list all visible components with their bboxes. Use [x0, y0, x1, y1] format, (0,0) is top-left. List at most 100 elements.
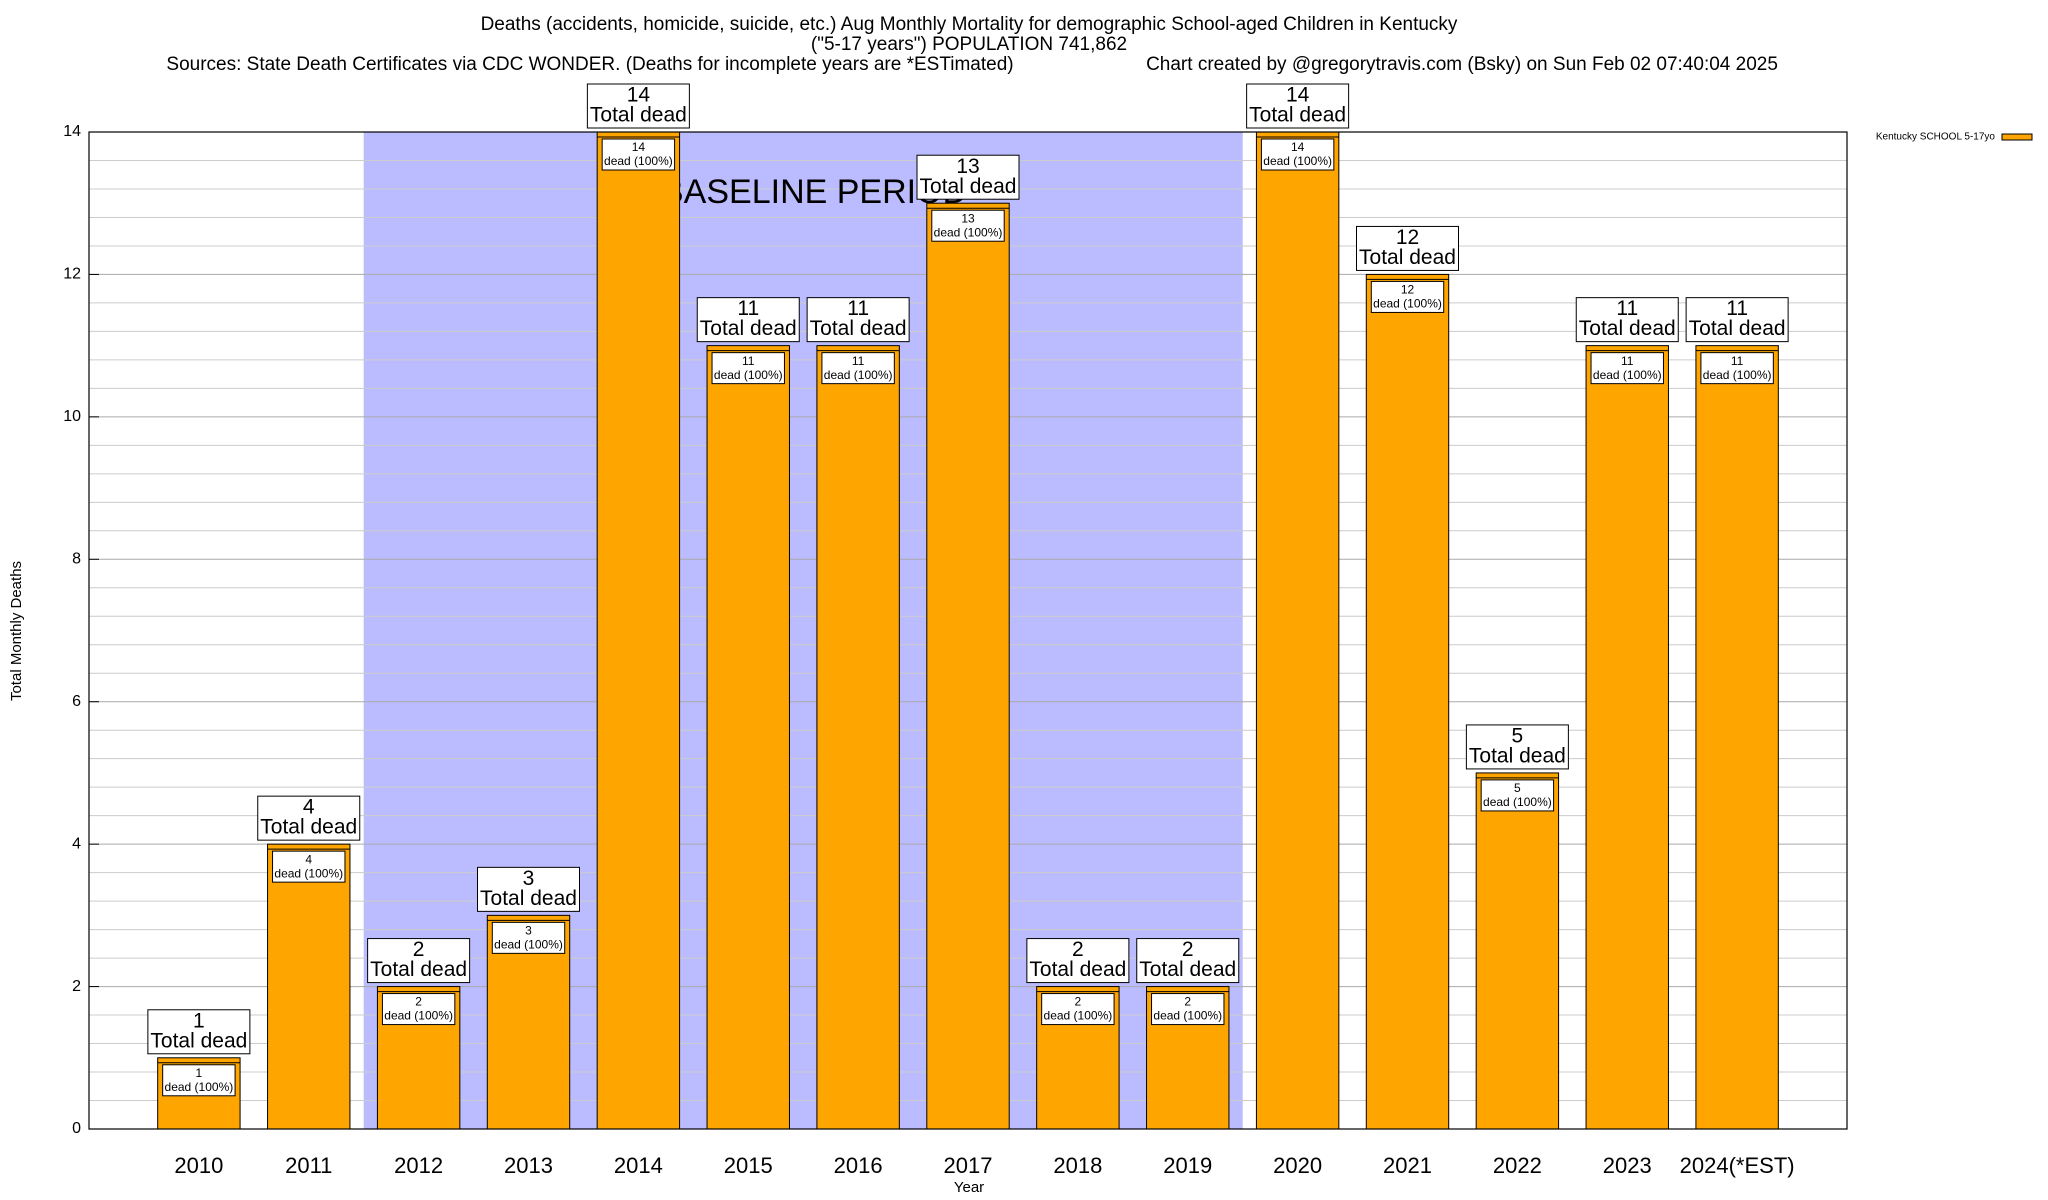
total-label: Total dead: [1139, 958, 1236, 981]
total-label-box: [696, 297, 800, 343]
segment-label: dead (100%): [384, 1009, 453, 1023]
total-label-box: [1136, 938, 1240, 984]
x-tick-label: 2022: [1493, 1153, 1542, 1178]
segment-label-box: [931, 209, 1005, 242]
segment-value-label: 2: [415, 995, 422, 1009]
chart-subtitle: ("5-17 years") POPULATION 741,862: [811, 34, 1127, 55]
total-label-box: [806, 297, 910, 343]
total-label: Total dead: [260, 816, 357, 839]
total-value-label: 11: [1616, 297, 1638, 320]
x-tick-label: 2014: [614, 1153, 663, 1178]
y-tick-label: 2: [72, 978, 81, 995]
x-tick-label: 2024(*EST): [1680, 1153, 1795, 1178]
segment-value-label: 5: [1514, 781, 1521, 795]
total-label: Total dead: [810, 317, 907, 340]
segment-label-box: [1700, 352, 1774, 385]
total-label-box: [1246, 83, 1350, 129]
segment-value-label: 2: [1075, 995, 1082, 1009]
bar: [267, 843, 351, 1130]
segment-value-label: 14: [1291, 140, 1305, 154]
total-value-label: 5: [1512, 724, 1524, 747]
y-tick-label: 14: [63, 123, 81, 140]
total-label-box: [1356, 225, 1459, 271]
segment-label: dead (100%): [1153, 1009, 1222, 1023]
total-value-label: 2: [1072, 938, 1084, 961]
y-tick-label: 12: [63, 266, 81, 283]
x-tick-label: 2018: [1053, 1153, 1102, 1178]
y-tick-label: 0: [72, 1120, 81, 1137]
segment-label: dead (100%): [1263, 154, 1332, 168]
segment-value-label: 14: [632, 140, 646, 154]
segment-label-box: [272, 850, 346, 883]
bar: [1255, 131, 1340, 1130]
chart-title: Deaths (accidents, homicide, suicide, et…: [481, 14, 1458, 35]
segment-label-box: [1151, 993, 1225, 1026]
total-label-box: [257, 795, 361, 841]
total-value-label: 1: [193, 1009, 205, 1032]
segment-label: dead (100%): [934, 225, 1003, 239]
y-tick-label: 10: [63, 408, 81, 425]
segment-label-box: [821, 352, 895, 385]
total-value-label: 2: [413, 938, 425, 961]
total-label-box: [147, 1009, 251, 1055]
segment-label: dead (100%): [1703, 368, 1772, 382]
y-tick-label: 6: [72, 693, 81, 710]
total-value-label: 12: [1396, 226, 1419, 249]
total-label-box: [586, 83, 690, 129]
segment-label-box: [1370, 280, 1445, 313]
total-label-box: [477, 866, 580, 912]
total-label: Total dead: [700, 317, 797, 340]
segment-label-box: [601, 138, 676, 171]
x-tick-label: 2011: [285, 1153, 332, 1178]
segment-label: dead (100%): [274, 866, 343, 880]
segment-label-box: [1480, 779, 1555, 812]
total-value-label: 11: [737, 297, 759, 320]
x-tick-label: 2012: [394, 1153, 443, 1178]
bar: [596, 131, 681, 1130]
total-label: Total dead: [1249, 104, 1346, 127]
x-axis-label: Year: [954, 1179, 984, 1196]
bar: [926, 202, 1010, 1130]
total-label: Total dead: [480, 887, 577, 910]
segment-value-label: 11: [1621, 354, 1634, 368]
x-tick-label: 2023: [1603, 1153, 1652, 1178]
total-label-box: [916, 154, 1020, 200]
segment-value-label: 11: [852, 354, 865, 368]
x-tick-label: 2021: [1383, 1153, 1432, 1178]
total-label: Total dead: [1469, 744, 1566, 767]
x-tick-label: 2010: [174, 1153, 223, 1178]
bar: [1585, 345, 1669, 1130]
segment-label: dead (100%): [714, 368, 783, 382]
segment-label: dead (100%): [824, 368, 893, 382]
segment-label-box: [381, 993, 456, 1026]
total-value-label: 2: [1182, 938, 1194, 961]
total-value-label: 3: [523, 867, 535, 890]
total-label: Total dead: [590, 104, 687, 127]
legend-label: Kentucky SCHOOL 5-17yo: [1876, 132, 1996, 143]
total-label-box: [1465, 724, 1569, 770]
total-value-label: 11: [1726, 297, 1748, 320]
total-label: Total dead: [370, 958, 467, 981]
total-label: Total dead: [150, 1029, 247, 1052]
total-value-label: 4: [303, 796, 315, 819]
x-tick-label: 2016: [834, 1153, 883, 1178]
segment-value-label: 13: [961, 211, 975, 225]
y-tick-label: 4: [72, 835, 81, 852]
bar: [1475, 772, 1560, 1130]
segment-value-label: 11: [742, 354, 755, 368]
segment-label-box: [491, 921, 566, 954]
segment-label-box: [1260, 138, 1335, 171]
total-label: Total dead: [920, 175, 1017, 198]
total-value-label: 13: [956, 155, 979, 178]
segment-label: dead (100%): [1373, 297, 1442, 311]
segment-label: dead (100%): [494, 938, 563, 952]
segment-label-box: [162, 1064, 236, 1097]
credit: Chart created by @gregorytravis.com (Bsk…: [1146, 54, 1778, 75]
segment-label: dead (100%): [1483, 795, 1552, 809]
sources: Sources: State Death Certificates via CD…: [166, 54, 1013, 75]
legend-swatch: [2001, 133, 2033, 141]
plot-frame: [88, 131, 1848, 1130]
x-tick-label: 2020: [1273, 1153, 1322, 1178]
